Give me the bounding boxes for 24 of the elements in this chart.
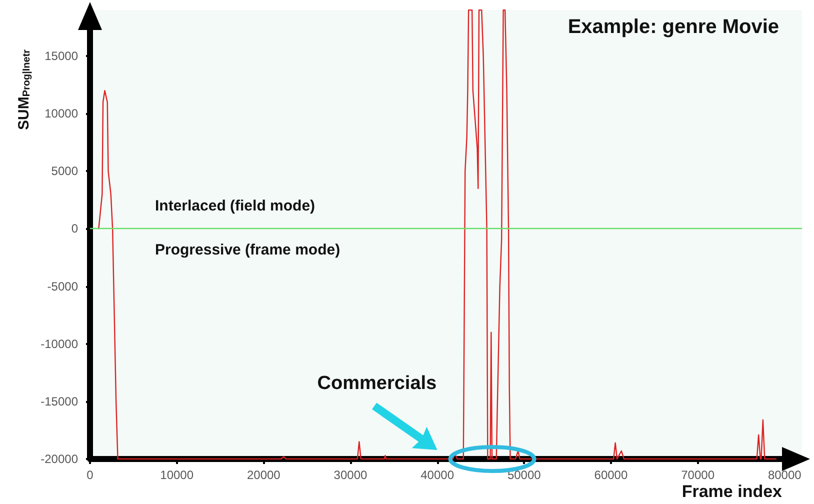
x-tick-label: 70000 — [681, 468, 715, 482]
x-tick-label: 50000 — [507, 468, 542, 482]
y-tick-label: -15000 — [40, 394, 78, 408]
y-tick-label: -10000 — [40, 336, 78, 351]
annotation: Interlaced (field mode) — [155, 198, 316, 215]
y-tick-label: -20000 — [40, 452, 78, 466]
y-tick-label: 10000 — [44, 106, 78, 121]
y-tick-label: 5000 — [51, 164, 78, 178]
chart-title: Example: genre Movie — [568, 16, 780, 38]
x-tick-label: 60000 — [594, 468, 628, 482]
x-tick-label: 20000 — [246, 468, 281, 482]
y-axis-title: SUMProg|Inetr — [16, 49, 32, 130]
annotation: Progressive (frame mode) — [155, 242, 340, 259]
x-tick-label: 10000 — [160, 468, 194, 482]
x-tick-label: 80000 — [768, 468, 802, 482]
x-axis-title: Frame index — [682, 482, 783, 501]
x-tick-label: 40000 — [420, 468, 454, 482]
x-tick-label: 0 — [86, 468, 94, 482]
x-tick-label: 30000 — [334, 468, 368, 482]
y-tick-label: -5000 — [47, 279, 78, 294]
y-tick-label: 15000 — [44, 49, 78, 64]
annotation: Commercials — [317, 373, 437, 394]
line-series — [98, 9, 777, 460]
y-tick-label: 0 — [71, 222, 78, 236]
